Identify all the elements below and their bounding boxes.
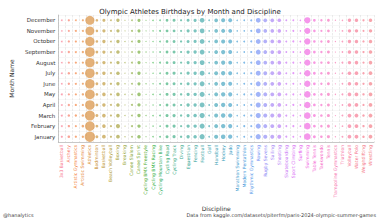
svg-text:Artistic Gymnastics: Artistic Gymnastics: [73, 144, 78, 188]
svg-text:Wrestling: Wrestling: [368, 145, 373, 166]
svg-text:Cycling Track: Cycling Track: [172, 145, 177, 175]
svg-text:Breaking: Breaking: [122, 145, 127, 165]
svg-text:Canoe Slalom: Canoe Slalom: [129, 145, 134, 176]
svg-text:Fencing: Fencing: [193, 145, 198, 163]
svg-text:Volleyball: Volleyball: [347, 145, 352, 167]
svg-text:Cycling Mountain Bike: Cycling Mountain Bike: [158, 145, 163, 195]
svg-text:Rhythmic Gymnastics: Rhythmic Gymnastics: [249, 144, 254, 194]
svg-text:November: November: [27, 28, 56, 34]
svg-text:June: June: [42, 81, 56, 88]
svg-text:August: August: [36, 60, 56, 67]
svg-text:January: January: [33, 134, 56, 141]
svg-text:April: April: [43, 102, 56, 109]
svg-text:Beach Volleyball: Beach Volleyball: [108, 145, 113, 182]
svg-text:Rowing: Rowing: [256, 145, 261, 161]
svg-text:Weightlifting: Weightlifting: [361, 145, 366, 174]
svg-text:Tennis: Tennis: [326, 144, 331, 160]
svg-text:Judo: Judo: [228, 145, 233, 156]
svg-text:July: July: [44, 70, 56, 77]
svg-text:3x3 Basketball: 3x3 Basketball: [59, 145, 64, 178]
svg-text:Cycling BMX Racing: Cycling BMX Racing: [151, 145, 156, 190]
svg-text:Golf: Golf: [207, 145, 212, 154]
svg-text:March: March: [39, 113, 56, 119]
svg-text:Football: Football: [200, 145, 205, 163]
svg-text:December: December: [27, 17, 56, 23]
svg-text:Archery: Archery: [66, 145, 71, 163]
svg-text:Triathlon: Triathlon: [340, 145, 345, 166]
svg-text:Cycling Road: Cycling Road: [165, 145, 170, 174]
svg-text:Discipline: Discipline: [202, 205, 231, 213]
svg-text:Table Tennis: Table Tennis: [312, 144, 317, 173]
svg-text:Diving: Diving: [179, 145, 184, 159]
svg-text:Trampoline Gymnastics: Trampoline Gymnastics: [333, 144, 338, 198]
svg-text:Olympic Athletes Birthdays by: Olympic Athletes Birthdays by Month and …: [99, 8, 281, 16]
svg-text:October: October: [33, 38, 56, 44]
svg-text:Badminton: Badminton: [94, 145, 99, 170]
svg-text:Marathon Swimming: Marathon Swimming: [235, 145, 240, 192]
svg-text:Month Name: Month Name: [8, 59, 15, 98]
svg-text:Basketball: Basketball: [101, 145, 106, 168]
svg-text:February: February: [31, 123, 56, 130]
svg-text:Data from kaggle.com/datasets/: Data from kaggle.com/datasets/piterfm/pa…: [186, 212, 376, 219]
svg-text:Handball: Handball: [214, 145, 219, 165]
svg-text:Cycling BMX Freestyle: Cycling BMX Freestyle: [143, 145, 148, 195]
svg-text:September: September: [25, 49, 56, 56]
svg-text:Sailing: Sailing: [270, 145, 275, 160]
svg-text:Canoe Sprint: Canoe Sprint: [136, 145, 141, 174]
svg-text:Rugby Sevens: Rugby Sevens: [263, 144, 268, 176]
svg-text:Athletics: Athletics: [87, 144, 92, 164]
svg-text:Taekwondo: Taekwondo: [319, 145, 324, 171]
svg-text:May: May: [44, 91, 56, 98]
svg-text:@hanalytics: @hanalytics: [3, 212, 34, 219]
svg-text:Boxing: Boxing: [115, 145, 120, 160]
svg-text:Modern Pentathlon: Modern Pentathlon: [242, 145, 247, 188]
svg-text:Water Polo: Water Polo: [354, 145, 359, 169]
svg-text:Shooting: Shooting: [277, 145, 282, 165]
svg-text:Sport Climbing: Sport Climbing: [291, 145, 296, 178]
svg-text:Swimming: Swimming: [305, 145, 310, 169]
svg-text:Artistic Swimming: Artistic Swimming: [80, 145, 85, 186]
svg-text:Skateboarding: Skateboarding: [284, 145, 289, 178]
svg-text:Surfing: Surfing: [298, 145, 303, 161]
svg-text:Hockey: Hockey: [221, 145, 226, 162]
svg-text:Equestrian: Equestrian: [186, 145, 191, 169]
